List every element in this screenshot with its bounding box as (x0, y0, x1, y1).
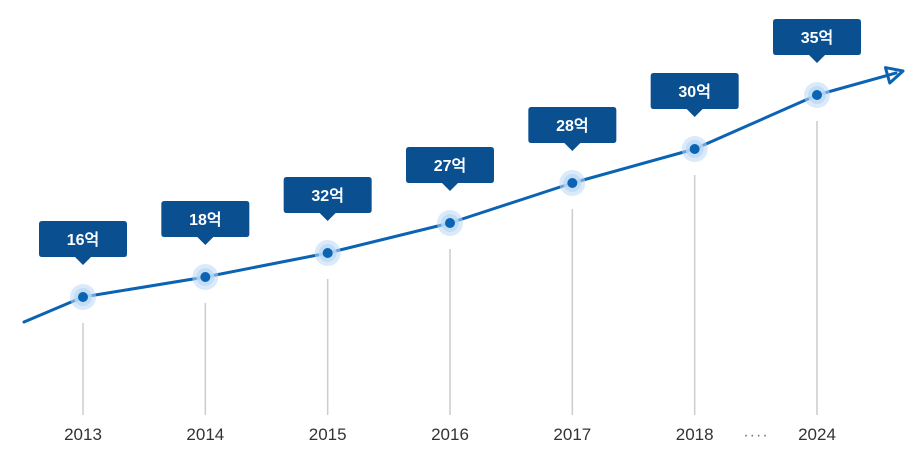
data-point (567, 178, 578, 188)
data-label-box (528, 107, 617, 151)
x-tick-label: 2018 (676, 425, 714, 444)
data-label-box (283, 177, 372, 221)
data-label-callout: 18억 (161, 201, 250, 245)
x-tick-label: 2015 (309, 425, 347, 444)
data-label: 32억 (311, 186, 344, 205)
data-label-box (650, 73, 739, 117)
x-tick-label: 2024 (798, 425, 836, 444)
x-axis-ticks: 2013 2014 2015 2016 2017 2018 2024 (64, 425, 836, 444)
data-label-callout: 30억 (650, 73, 739, 117)
data-label-callout: 35억 (773, 19, 861, 63)
data-point (78, 292, 88, 302)
data-label-box (161, 201, 250, 245)
x-tick-label: 2017 (553, 425, 591, 444)
x-tick-label: 2013 (64, 425, 102, 444)
data-label-callout: 16억 (39, 221, 127, 265)
data-label-callout: 32억 (283, 177, 372, 221)
data-label: 35억 (801, 28, 834, 47)
data-label: 28억 (556, 116, 589, 135)
data-label: 18억 (189, 210, 222, 229)
series-line (22, 71, 898, 324)
data-point (689, 144, 700, 154)
data-label: 27억 (434, 156, 467, 175)
x-tick-label: 2016 (431, 425, 469, 444)
x-tick-label: 2014 (186, 425, 224, 444)
trend-arrow-icon (883, 66, 905, 85)
data-label: 16억 (67, 230, 100, 249)
data-labels: 16억 18억 32억 27억 28억 30억 35억 (39, 19, 861, 265)
data-point (322, 248, 333, 258)
data-label-box (406, 147, 494, 191)
data-label-box (773, 19, 861, 63)
data-point (445, 218, 455, 228)
drop-lines (82, 121, 818, 415)
data-label-callout: 28억 (528, 107, 617, 151)
axis-break-ellipsis: ···· (743, 427, 768, 444)
data-point (812, 90, 822, 100)
data-points (70, 82, 830, 310)
data-point (200, 272, 211, 282)
data-label-callout: 27억 (406, 147, 494, 191)
data-label: 30억 (678, 82, 711, 101)
data-label-box (39, 221, 127, 265)
